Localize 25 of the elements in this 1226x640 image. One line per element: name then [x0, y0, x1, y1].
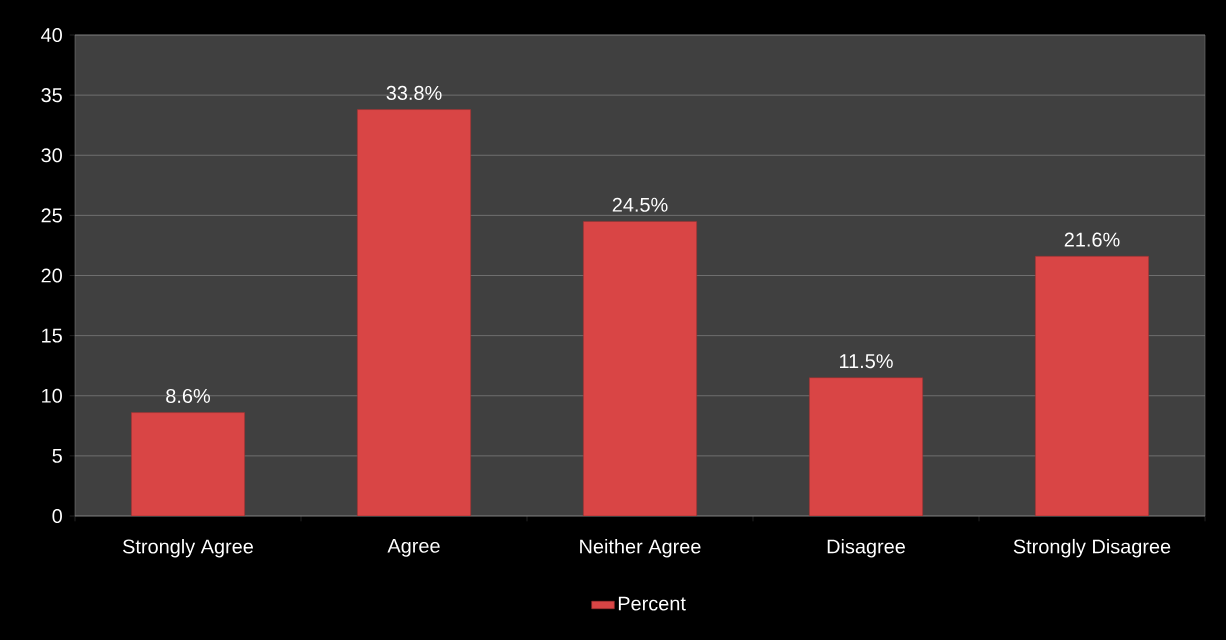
y-tick-label: 15	[42, 328, 62, 343]
x-tick-label: Neither Agree	[580, 538, 701, 558]
data-label: 24.5%	[612, 197, 668, 212]
bar	[583, 221, 697, 516]
data-label: 33.8%	[386, 85, 442, 100]
bar	[1035, 255, 1149, 516]
y-tick-label: 40	[41, 27, 62, 43]
y-tick-label: 5	[52, 448, 62, 463]
data-label: 11.5%	[840, 354, 893, 369]
y-tick-label: 25	[41, 208, 62, 223]
bar	[357, 109, 471, 516]
y-tick-label: 35	[41, 88, 62, 103]
y-tick-label: 20	[41, 268, 62, 283]
x-tick-label: Agree	[387, 538, 440, 557]
bar	[809, 377, 923, 516]
x-tick-label: Disagree	[827, 538, 905, 558]
bar	[131, 412, 245, 516]
legend-label: Percent	[618, 596, 686, 611]
x-tick-label: Strongly Agree	[123, 538, 253, 558]
x-tick-label: Strongly Disagree	[1013, 538, 1171, 558]
y-tick-label: 10	[42, 388, 62, 403]
y-tick-label: 0	[52, 508, 62, 524]
y-tick-label: 30	[41, 148, 62, 163]
data-label: 21.6%	[1064, 232, 1120, 247]
data-label: 8.6%	[166, 388, 210, 403]
